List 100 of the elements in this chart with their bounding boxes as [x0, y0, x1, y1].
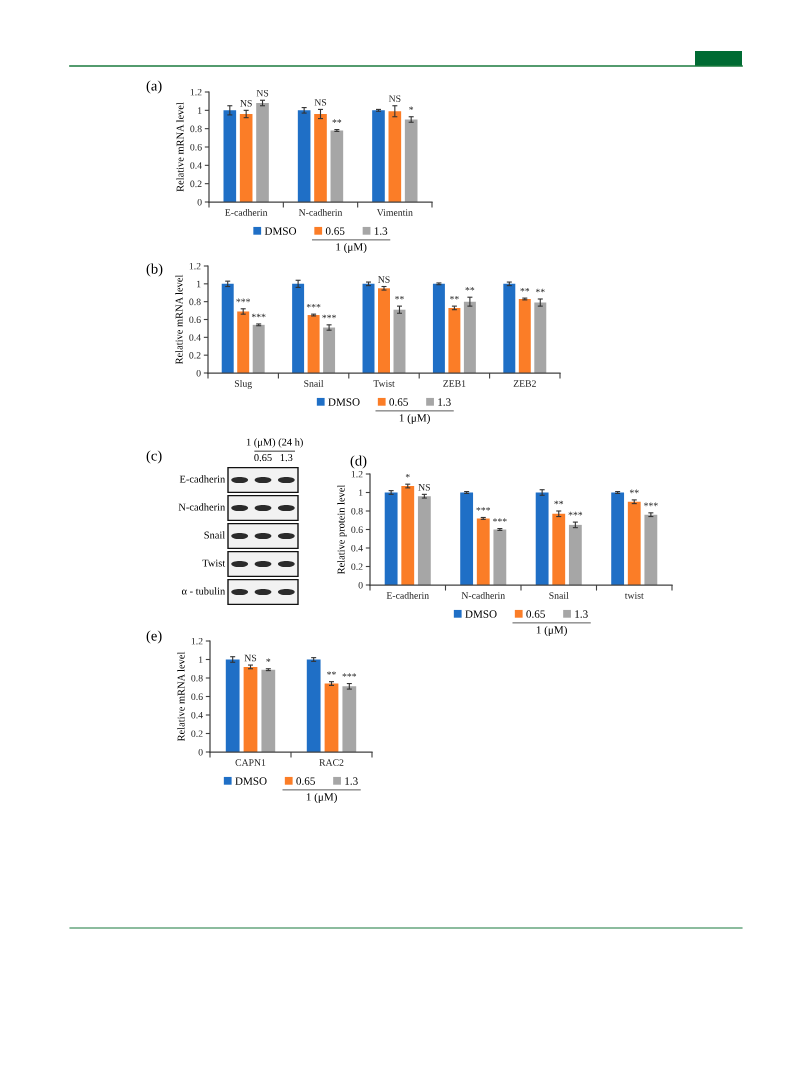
data-label: ** [535, 288, 545, 293]
data-label: ** [327, 671, 336, 675]
x-tick-label: N-cadherin [461, 591, 505, 599]
bar [297, 110, 311, 202]
bar [378, 288, 390, 373]
bar [252, 324, 265, 373]
data-label: *** [342, 673, 357, 677]
bar [518, 298, 531, 373]
bar [404, 119, 418, 202]
y-tick-label: 0.6 [191, 693, 203, 701]
bar [307, 315, 320, 373]
bar [644, 514, 658, 585]
legend-label: DMSO [235, 777, 267, 785]
y-tick-label: 0.4 [191, 711, 203, 719]
data-label: *** [568, 511, 583, 516]
text: 1 (μM) (24 h) [246, 438, 303, 448]
data-label: NS [256, 89, 269, 97]
bar [463, 301, 476, 373]
x-tick-label: CAPN1 [235, 759, 266, 766]
bar [372, 110, 385, 202]
bar [292, 283, 305, 373]
bar [256, 103, 269, 202]
y-tick-label: 0.8 [351, 507, 363, 515]
y-tick-label: 0.8 [191, 674, 203, 682]
y-tick-label: 1 [197, 280, 201, 288]
y-tick-label: 0.2 [351, 563, 363, 571]
y-tick-label: 1.2 [189, 262, 201, 270]
legend-title: 1 (μM) [536, 625, 567, 636]
data-label: NS [244, 654, 257, 662]
y-tick-label: 0.4 [351, 544, 363, 552]
data-label: *** [322, 314, 336, 319]
x-tick-label: N-cadherin [298, 208, 343, 216]
bar [476, 518, 490, 585]
data-label: NS [314, 99, 327, 106]
data-label: ** [554, 500, 564, 505]
y-tick-label: 1.2 [190, 88, 202, 96]
y-tick-label: 0 [196, 369, 201, 377]
x-tick-label: Snail [549, 591, 569, 599]
x-tick-label: ZEB2 [513, 380, 536, 387]
legend-title: 1 (μM) [306, 792, 337, 803]
bar [243, 666, 258, 752]
legend-label: 1.3 [374, 227, 388, 235]
y-axis-title: Relative mRNA level [177, 651, 185, 742]
bar [225, 659, 240, 752]
bar [330, 130, 344, 202]
y-tick-label: 1.2 [191, 637, 203, 645]
y-axis-title: Relative mRNA level [176, 102, 184, 192]
bar [401, 486, 415, 585]
bar [342, 686, 357, 752]
y-tick-label: 0 [358, 581, 363, 589]
bar [239, 114, 253, 202]
x-tick-label: Slug [234, 379, 252, 389]
bar [362, 283, 375, 373]
y-tick-label: 0 [197, 198, 202, 206]
y-tick-label: 0.6 [351, 526, 363, 534]
data-label: *** [251, 313, 266, 318]
bar [534, 302, 547, 373]
bar [388, 111, 402, 202]
data-label: * [266, 658, 271, 663]
data-label: ** [332, 119, 342, 123]
bar [237, 311, 250, 373]
data-label: ** [520, 287, 530, 292]
bar [627, 501, 641, 585]
bar [314, 114, 327, 202]
x-tick-label: RAC2 [319, 759, 344, 766]
y-tick-label: 0 [198, 748, 203, 756]
y-axis-title: Relative mRNA level [175, 274, 183, 365]
y-tick-label: 0.6 [190, 143, 202, 151]
bar [432, 283, 445, 373]
bar [568, 524, 582, 585]
chart-title: (e) [146, 630, 162, 644]
data-label: * [409, 106, 414, 111]
category-label: 0.65 [254, 454, 272, 462]
y-tick-label: 0.8 [190, 125, 202, 133]
y-tick-label: 0.2 [189, 352, 201, 359]
x-tick-label: E-cadherin [225, 208, 268, 216]
bar [384, 492, 398, 585]
x-tick-label: Snail [304, 379, 324, 387]
y-tick-label: 0.8 [189, 298, 201, 306]
legend-label: 1.3 [345, 777, 358, 785]
y-tick-label: 1 [199, 656, 203, 663]
category-label: α - tubulin [181, 587, 226, 595]
legend-label: 1.3 [438, 398, 451, 406]
bar [535, 492, 549, 585]
data-label: NS [388, 95, 401, 102]
data-label: *** [644, 502, 658, 507]
legend-label: 0.65 [296, 777, 315, 785]
data-label: * [405, 473, 410, 478]
x-tick-label: Twist [373, 380, 395, 387]
data-label: ** [395, 295, 404, 300]
category-label: 1.3 [280, 454, 293, 462]
legend-title: 1 (μM) [399, 413, 430, 424]
y-tick-label: 0.4 [189, 334, 201, 341]
data-label: ** [450, 295, 459, 300]
data-label: NS [378, 276, 390, 283]
legend-title: 1 (μM) [336, 242, 367, 253]
y-tick-label: 0.2 [190, 180, 202, 188]
text: (c) [146, 450, 162, 464]
bar [448, 307, 461, 373]
bar [393, 309, 406, 373]
